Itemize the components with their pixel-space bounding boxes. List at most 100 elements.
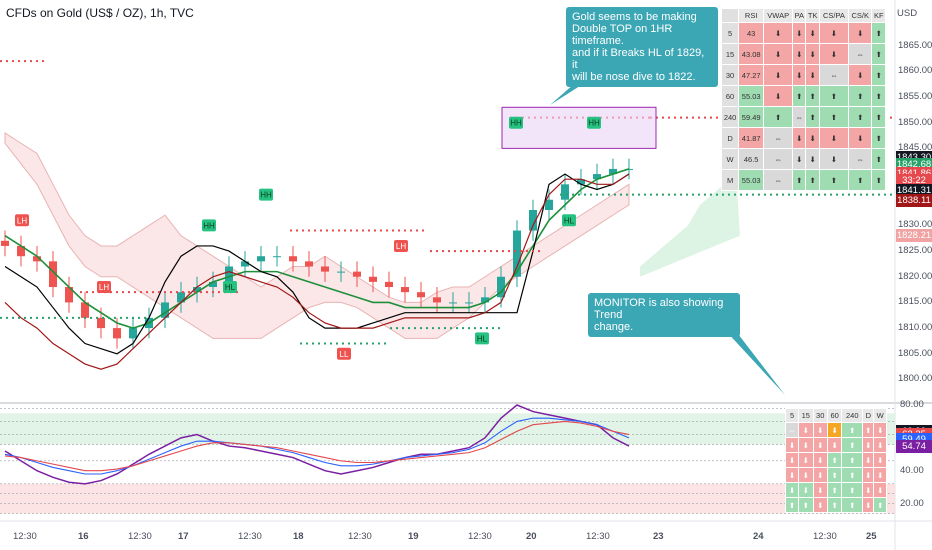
monitor-cell: ⇔ <box>818 64 850 86</box>
candle <box>273 256 281 258</box>
time-tick: 12:30 <box>238 531 262 542</box>
monitor-cell: ⇔ <box>763 127 794 149</box>
swing-label-text: HH <box>260 191 272 200</box>
swing-label-box <box>97 281 111 294</box>
monitor-cell: ⬇ <box>812 497 828 513</box>
price-tick: 1845.00 <box>898 142 932 154</box>
monitor-cell: W <box>720 148 740 170</box>
monitor-header: TK <box>805 8 820 23</box>
monitor-header: D <box>862 408 875 423</box>
monitor-cell: ⬇ <box>812 467 828 483</box>
price-tick: 1805.00 <box>898 347 932 359</box>
monitor-cell: 43 <box>738 22 765 44</box>
monitor-cell: ⬆ <box>841 482 864 498</box>
monitor-cell: ⬇ <box>792 148 807 170</box>
monitor-header: 5 <box>784 408 800 423</box>
monitor-cell: ⬆ <box>841 452 864 468</box>
monitor-cell: ⬇ <box>847 22 873 44</box>
monitor-cell: ⬆ <box>841 467 864 483</box>
time-tick: 17 <box>178 531 189 542</box>
monitor-header: 30 <box>812 408 828 423</box>
swing-label-box <box>202 219 216 232</box>
candle <box>417 292 425 298</box>
monitor-header: W <box>873 408 887 423</box>
monitor-cell: ⬇ <box>792 43 807 65</box>
swing-label: HL <box>562 214 576 227</box>
monitor-cell: 240 <box>720 106 740 128</box>
price-tick: 1860.00 <box>898 65 932 77</box>
monitor-cell: ⇔ <box>847 148 873 170</box>
monitor-cell: ⬆ <box>847 106 873 128</box>
monitor-cell: ⬆ <box>805 85 820 107</box>
ichimoku-cloud <box>4 132 630 339</box>
monitor-cell: ⇔ <box>784 422 800 438</box>
monitor-cell: ⇔ <box>847 43 873 65</box>
candle <box>65 287 73 303</box>
rsi-tag: 54.74 <box>896 440 932 454</box>
candle <box>49 261 57 288</box>
monitor-cell: ⬇ <box>798 452 814 468</box>
monitor-cell: ⬇ <box>862 467 875 483</box>
swing-label: LL <box>337 347 351 360</box>
monitor-cell: ⬆ <box>818 106 850 128</box>
candle <box>609 168 617 175</box>
swing-label-box <box>562 214 576 227</box>
candle <box>529 210 537 231</box>
monitor-cell: ⬇ <box>805 127 820 149</box>
monitor-cell: ⬇ <box>798 437 814 453</box>
monitor-cell: ⬆ <box>826 452 843 468</box>
candle <box>193 287 201 293</box>
swing-label: HL <box>223 281 237 294</box>
swing-label-text: LH <box>17 216 27 225</box>
ichimoku-cloud-future <box>640 174 740 277</box>
candle <box>289 256 297 262</box>
monitor-cell: ⬇ <box>873 452 887 468</box>
time-tick: 12:30 <box>348 531 372 542</box>
candle <box>353 271 361 277</box>
price-tick: 1815.00 <box>898 296 932 308</box>
monitor-cell: ⬇ <box>847 127 873 149</box>
monitor-cell: ⬆ <box>871 22 886 44</box>
candle <box>129 328 137 339</box>
rsi-lower-band <box>0 483 895 514</box>
monitor-cell: 46.5 <box>738 148 765 170</box>
swing-label-text: HH <box>588 119 600 128</box>
candle <box>401 287 409 293</box>
rsi-line <box>4 404 630 485</box>
monitor-cell: ⬇ <box>873 422 887 438</box>
time-tick: 12:30 <box>468 531 492 542</box>
monitor-cell: ⬇ <box>847 64 873 86</box>
monitor-cell: ⇔ <box>763 148 794 170</box>
monitor-cell: ⬆ <box>763 106 794 128</box>
price-tick: 1825.00 <box>898 245 932 257</box>
monitor-header: CS/PA <box>818 8 850 23</box>
monitor-cell: ⬆ <box>826 497 843 513</box>
currency-label: USD <box>897 8 918 19</box>
monitor-cell: ⬇ <box>826 422 843 438</box>
price-tick: 1855.00 <box>898 91 932 103</box>
swing-label-box <box>337 347 351 360</box>
candle <box>209 281 217 288</box>
candle <box>561 184 569 200</box>
monitor-cell: ⬇ <box>862 452 875 468</box>
price-tick: 1850.00 <box>898 116 932 128</box>
monitor-cell: ⬇ <box>798 467 814 483</box>
candle <box>33 256 41 262</box>
monitor-cell: 5 <box>720 22 740 44</box>
swing-label-text: LH <box>396 242 406 251</box>
monitor-cell: 47.27 <box>738 64 765 86</box>
monitor-cell: ⬆ <box>871 169 886 191</box>
monitor-cell: ⬇ <box>798 482 814 498</box>
swing-label-box <box>259 188 273 201</box>
candle <box>513 230 521 277</box>
time-tick: 18 <box>293 531 304 542</box>
swing-label: LH <box>394 239 408 252</box>
price-tick: 1865.00 <box>898 39 932 51</box>
swing-label-text: HH <box>203 221 215 230</box>
monitor-cell: ⇔ <box>763 169 794 191</box>
candle <box>241 261 249 267</box>
monitor-header: 15 <box>798 408 814 423</box>
rsi-line <box>4 417 630 475</box>
time-tick: 20 <box>526 531 537 542</box>
monitor-cell: 60 <box>720 85 740 107</box>
